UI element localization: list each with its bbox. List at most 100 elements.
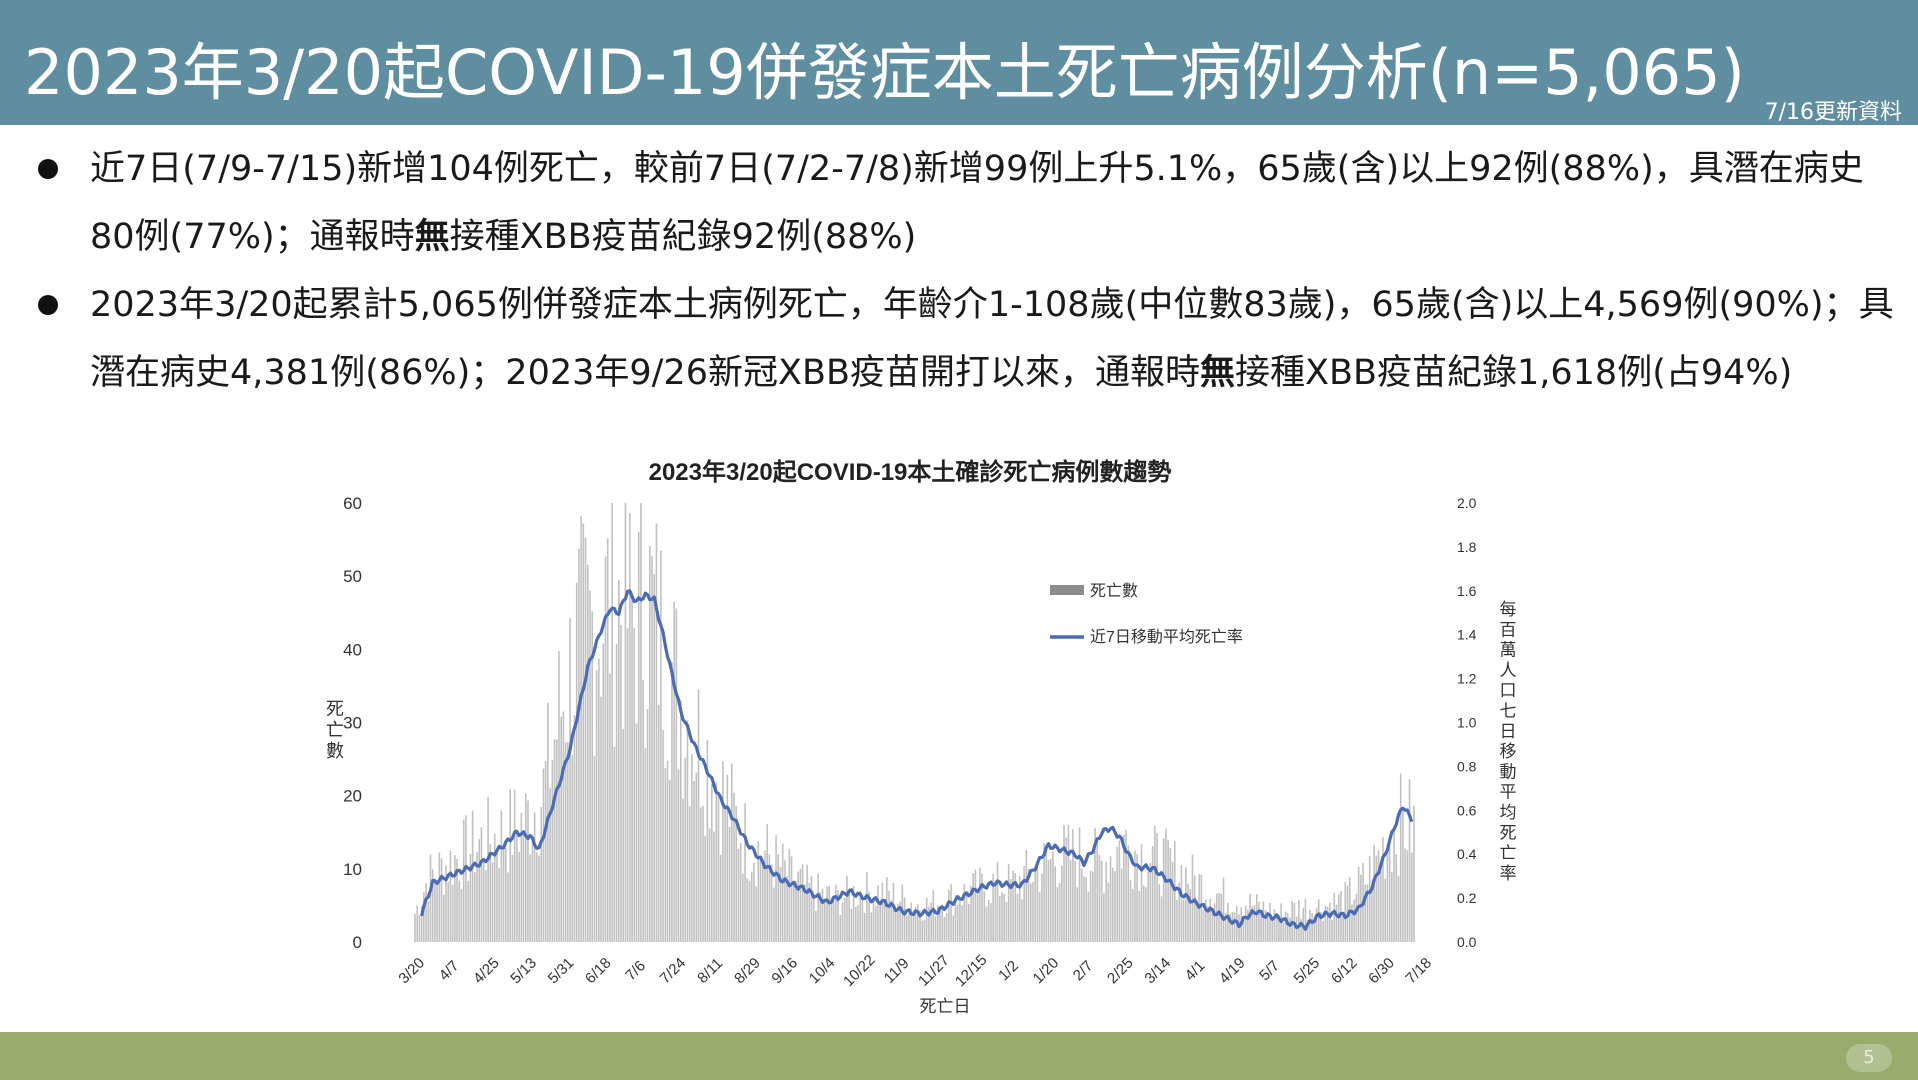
bar — [1069, 860, 1072, 942]
bar — [489, 844, 492, 942]
bar — [1375, 855, 1378, 942]
bar — [786, 876, 788, 942]
bar — [1202, 909, 1205, 942]
bar — [737, 848, 740, 942]
y-tick-label: 50 — [343, 567, 362, 586]
bar — [1335, 904, 1338, 942]
y-tick-label: 20 — [343, 787, 362, 806]
bar — [414, 913, 416, 942]
bar — [952, 915, 955, 942]
bar — [491, 862, 494, 942]
bar — [560, 716, 562, 942]
bar — [1094, 827, 1096, 942]
bar — [1182, 899, 1185, 942]
bar — [460, 889, 463, 942]
bar — [580, 516, 582, 942]
y2-axis-label-char: 日 — [1500, 722, 1517, 741]
bullet-dot-icon — [38, 159, 58, 179]
bar — [1222, 877, 1225, 942]
bar — [1404, 848, 1406, 942]
y2-tick-label: 2.0 — [1457, 495, 1477, 511]
title-banner: 2023年3/20起COVID-19併發症本土死亡病例分析(n=5,065) 7… — [0, 0, 1918, 125]
bar — [1264, 910, 1267, 942]
bar — [724, 805, 726, 942]
bar — [726, 774, 729, 942]
bar — [666, 760, 669, 942]
x-tick-label: 4/1 — [1182, 957, 1209, 984]
bar — [425, 883, 427, 942]
bar — [1105, 861, 1107, 942]
y-axis-label-char: 死 — [326, 699, 344, 719]
bar — [781, 843, 784, 942]
bar — [598, 658, 600, 942]
bar — [695, 772, 698, 942]
bar — [480, 827, 483, 942]
bar — [1207, 906, 1209, 942]
bar — [804, 884, 806, 942]
bar — [538, 855, 540, 942]
bar — [1010, 879, 1012, 942]
bar — [950, 884, 952, 942]
bar — [1003, 893, 1005, 942]
bar — [1063, 824, 1065, 942]
bar — [668, 779, 671, 942]
bar — [498, 868, 500, 942]
footer-bar — [0, 1032, 1918, 1080]
bar — [713, 831, 715, 942]
bar — [1382, 837, 1384, 942]
bar — [722, 761, 724, 942]
bar — [1034, 867, 1037, 942]
bar — [795, 880, 797, 942]
bar — [657, 704, 660, 942]
bar — [1162, 838, 1165, 942]
y2-axis-label-char: 萬 — [1500, 641, 1517, 660]
bar — [507, 872, 509, 942]
x-tick-label: 3/14 — [1141, 954, 1174, 987]
bar — [746, 878, 749, 942]
bar — [1041, 873, 1043, 942]
bar — [1065, 837, 1068, 942]
x-tick-label: 7/6 — [622, 957, 649, 984]
bar — [848, 888, 850, 942]
bar — [914, 906, 917, 942]
bar — [932, 890, 935, 942]
bullet-item-2: 2023年3/20起累計5,065例併發症本土病例死亡，年齡介1-108歲(中位… — [36, 271, 1896, 407]
bar — [711, 783, 713, 942]
bar — [651, 556, 653, 942]
bar — [595, 670, 598, 942]
y-tick-label: 10 — [343, 860, 362, 879]
bar — [675, 608, 678, 942]
bar — [474, 872, 476, 942]
update-note: 7/16更新資料 — [1764, 100, 1902, 125]
bar — [974, 869, 977, 942]
bar — [1151, 846, 1154, 942]
bar — [1196, 900, 1198, 942]
bar — [779, 867, 782, 942]
bar — [522, 832, 525, 942]
bar — [624, 503, 627, 942]
bar — [633, 627, 636, 942]
bar — [1007, 864, 1010, 942]
x-tick-label: 4/19 — [1216, 954, 1249, 987]
bar — [533, 812, 536, 942]
bar — [684, 757, 687, 942]
bullet-list: 近7日(7/9-7/15)新增104例死亡，較前7日(7/2-7/8)新增99例… — [36, 135, 1896, 407]
bar — [697, 689, 700, 942]
bar — [1140, 844, 1143, 942]
bar — [912, 911, 915, 942]
bar — [970, 885, 972, 942]
bar — [1340, 891, 1342, 942]
y2-axis-label-char: 口 — [1500, 681, 1517, 700]
bar — [1032, 882, 1034, 942]
bar — [436, 884, 438, 942]
bar — [622, 729, 625, 942]
bar — [733, 792, 735, 942]
bar — [536, 852, 538, 942]
bar — [1331, 919, 1333, 942]
bar — [863, 912, 866, 942]
bar — [1395, 853, 1398, 942]
y2-tick-label: 0.4 — [1457, 846, 1477, 862]
x-tick-label: 10/4 — [806, 954, 839, 987]
y-tick-label: 40 — [343, 640, 362, 659]
bar — [673, 601, 675, 942]
